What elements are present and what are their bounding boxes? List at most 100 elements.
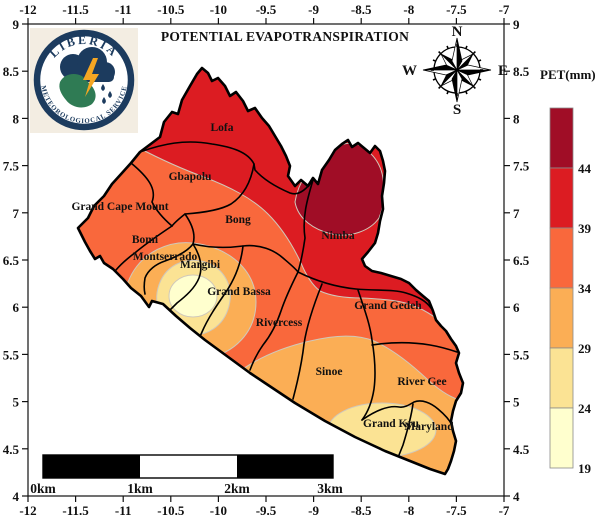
axis-tick-label-bottom: -10.5 <box>157 503 185 518</box>
county-label-margibi: Margibi <box>180 259 221 271</box>
axis-tick-label-bottom: -11.5 <box>62 503 89 518</box>
colorbar-tick-label: 24 <box>578 401 592 416</box>
scalebar-label-0: 0km <box>30 481 56 496</box>
county-label-maryland: Maryland <box>404 421 454 433</box>
axis-tick-label-bottom: -9.5 <box>256 503 277 518</box>
axis-tick-label-right: 8.5 <box>513 64 530 79</box>
axis-tick-label-left: 9 <box>13 17 20 32</box>
zone-19-24-montserrado <box>168 274 218 318</box>
axis-tick-label-right: 9 <box>513 17 520 32</box>
axis-tick-label-bottom: -7.5 <box>446 503 467 518</box>
county-boundaries <box>115 141 458 456</box>
county-labels: Lofa Gbapolu Grand Cape Mount Bong Nimba Bomi… <box>71 122 454 433</box>
axis-labels: -12 -11.5 -11 -10.5 -10 -9.5 -9 -8.5 -8 -7.5 -7 -12… <box>3 2 530 518</box>
colorbar-segment <box>549 107 574 169</box>
axis-tick-label-bottom: -12 <box>19 503 36 518</box>
boundary-montserrado-margibi <box>169 243 202 311</box>
county-label-grand-kru: Grand Kru <box>363 418 420 430</box>
axis-tick-label-top: -9.5 <box>256 2 277 17</box>
axis-tick-label-top: -11 <box>115 2 132 17</box>
axis-tick-label-top: -8 <box>403 2 414 17</box>
axis-tick-label-left: 4 <box>13 489 20 504</box>
county-label-bong: Bong <box>225 214 251 226</box>
axis-tick-label-bottom: -7 <box>499 503 510 518</box>
compass-rose: N S E W <box>402 24 508 118</box>
colorbar-segment <box>549 407 574 469</box>
colorbar-tick-label: 29 <box>578 341 592 356</box>
colorbar-tick-label: 19 <box>578 461 592 476</box>
county-label-river-gee: River Gee <box>397 376 446 388</box>
compass-ring-tick <box>438 85 442 89</box>
scalebar-label-2: 2km <box>224 481 250 496</box>
axis-tick-label-left: 6.5 <box>3 253 20 268</box>
county-label-montserrado: Montserrado <box>133 251 198 263</box>
compass-east-label: E <box>498 63 508 79</box>
county-label-lofa: Lofa <box>211 122 234 134</box>
axis-tick-label-top: -10 <box>210 2 227 17</box>
axis-tick-label-right: 6.5 <box>513 253 530 268</box>
boundary-grandkru-north <box>361 400 453 426</box>
colorbar-segment <box>549 347 574 409</box>
compass-ring-tick <box>477 59 482 62</box>
colorbar: 44 39 34 29 24 19 <box>549 107 592 476</box>
boundary-grandbassa-rivercess <box>249 271 299 371</box>
axis-tick-label-left: 6 <box>13 300 20 315</box>
boundary-nimba-grandgedeh <box>297 271 432 309</box>
compass-ring-tick <box>446 90 449 95</box>
colorbar-segment <box>549 287 574 349</box>
compass-ring-tick <box>446 45 449 50</box>
boundary-grandgedeh-rivergee <box>371 341 458 353</box>
axis-tick-label-left: 5.5 <box>3 347 20 362</box>
axis-tick-label-right: 5 <box>513 395 520 410</box>
axis-tick-label-left: 7 <box>13 206 20 221</box>
compass-ring-tick <box>432 59 437 62</box>
county-label-gbapolu: Gbapolu <box>169 171 212 183</box>
axis-tick-label-top: -10.5 <box>157 2 185 17</box>
compass-ring-tick <box>465 45 468 50</box>
colorbar-segment <box>549 227 574 289</box>
axis-tick-label-top: -8.5 <box>351 2 372 17</box>
compass-ring-tick <box>472 85 476 89</box>
compass-ring-tick <box>438 51 442 55</box>
logo-liberia-landmass <box>59 74 96 108</box>
compass-ring-tick <box>465 90 468 95</box>
axis-tick-label-right: 8 <box>513 111 520 126</box>
county-label-bomi: Bomi <box>132 234 159 246</box>
axis-tick-label-left: 7.5 <box>3 159 20 174</box>
page-title: POTENTIAL EVAPOTRANSPIRATION <box>161 29 409 44</box>
boundary-bomi-montserrado <box>143 213 195 295</box>
axis-tick-label-top: -12 <box>19 2 36 17</box>
boundary-rivercess-sinoe <box>292 283 323 400</box>
axis-tick-label-left: 5 <box>13 395 20 410</box>
county-label-grand-cape-mount: Grand Cape Mount <box>71 201 168 213</box>
axis-tick-label-left: 8.5 <box>3 64 20 79</box>
liberia-met-service-logo: LIBERIA METEOROLOGIOCAL SERVICE <box>30 28 138 133</box>
axis-tick-label-bottom: -9 <box>308 503 319 518</box>
county-label-grand-gedeh: Grand Gedeh <box>354 300 422 312</box>
axis-tick-label-right: 5.5 <box>513 347 530 362</box>
compass-south-label: S <box>453 102 461 118</box>
county-label-nimba: Nimba <box>321 230 354 242</box>
axis-tick-label-top: -9 <box>308 2 319 17</box>
axis-tick-label-left: 4.5 <box>3 442 20 457</box>
boundary-margibi-grandbassa <box>197 245 244 342</box>
legend-title: PET(mm) <box>540 67 596 82</box>
axis-tick-label-right: 7.5 <box>513 159 530 174</box>
boundary-bong-nimba <box>297 179 314 273</box>
boundary-bong-south <box>192 243 299 273</box>
colorbar-tick-label: 39 <box>578 221 592 236</box>
scalebar-label-1: 1km <box>127 481 153 496</box>
compass-ring-tick <box>477 78 482 81</box>
boundary-capemount-gbapolu <box>130 162 173 227</box>
compass-ring-tick <box>472 51 476 55</box>
scalebar-label-3: 3km <box>317 481 343 496</box>
zone-44-plus-nimba <box>294 142 385 236</box>
logo-lightning-icon <box>83 58 99 97</box>
compass-north-label: N <box>452 24 463 40</box>
county-label-grand-bassa: Grand Bassa <box>207 286 271 298</box>
axis-tick-label-right: 6 <box>513 300 520 315</box>
logo-raindrops <box>101 84 112 104</box>
colorbar-segment <box>549 167 574 229</box>
axis-tick-label-left: 8 <box>13 111 20 126</box>
